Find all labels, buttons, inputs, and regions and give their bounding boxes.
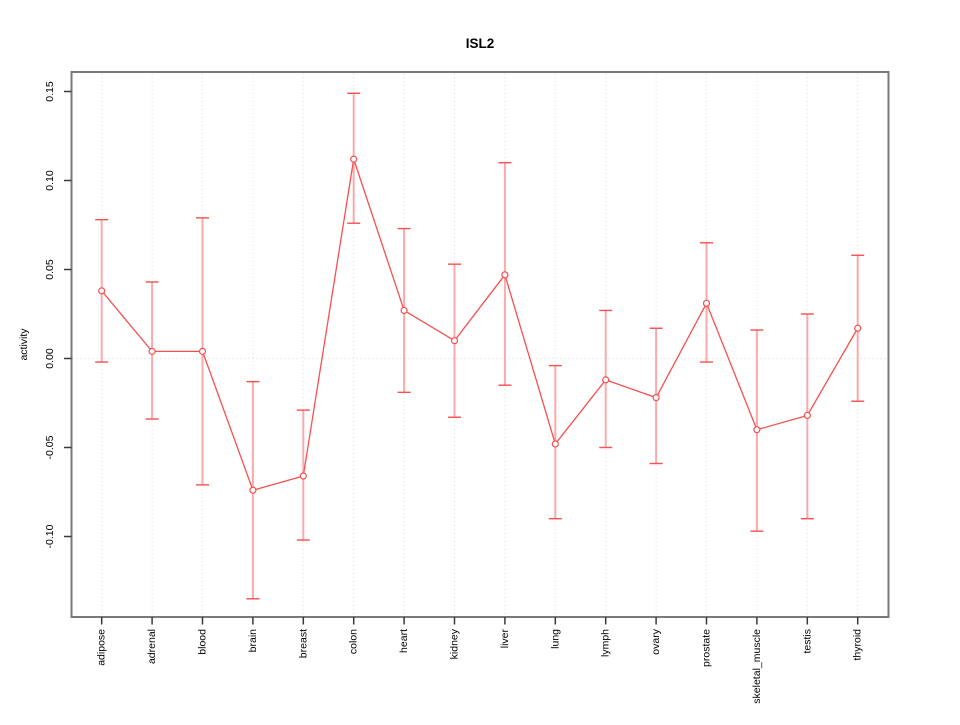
chart-title: ISL2 [466, 36, 495, 51]
y-tick-label: -0.10 [44, 524, 56, 548]
data-point-marker [198, 347, 207, 355]
data-point-marker [98, 287, 106, 295]
x-tick-label: lung [549, 629, 561, 649]
y-axis-label: activity [18, 328, 30, 361]
data-point-marker [299, 472, 307, 480]
y-tick-label: 0.10 [44, 170, 56, 191]
y-tick-label: -0.05 [44, 435, 56, 459]
series-line [101, 158, 859, 492]
data-point-marker [148, 347, 156, 355]
data-point-marker [602, 376, 610, 384]
x-tick-label: heart [398, 629, 410, 653]
data-point-marker [501, 271, 509, 279]
data-marks-layer [95, 92, 865, 600]
x-tick-label: skeletal_muscle [751, 629, 763, 704]
x-tick-label: prostate [701, 629, 713, 667]
x-tick-label: ovary [650, 628, 662, 654]
x-tick-label: brain [247, 629, 259, 653]
data-point-marker [753, 426, 761, 434]
x-tick-label: adipose [96, 629, 108, 666]
x-tick-label: testis [801, 629, 813, 654]
x-tick-label: kidney [449, 628, 461, 659]
data-point-marker [350, 155, 358, 163]
gridlines-layer [72, 73, 888, 616]
axes-layer: -0.10 -0.05 0.00 0.05 0.10 0.15 adipose adrenal… [44, 71, 890, 704]
data-point-marker [450, 337, 459, 345]
x-tick-label: colon [348, 629, 360, 654]
data-point-marker [702, 299, 711, 307]
data-point-marker [400, 306, 408, 315]
data-point-marker [551, 440, 559, 448]
x-tick-label: thyroid [852, 629, 864, 661]
plot-border [70, 71, 890, 618]
data-point-marker [854, 324, 862, 332]
data-point-marker [249, 486, 257, 494]
data-point-marker [652, 394, 660, 402]
x-tick-label: adrenal [146, 629, 158, 664]
data-point-marker [803, 411, 811, 420]
x-tick-label: blood [197, 629, 209, 655]
y-tick-label: 0.00 [44, 348, 56, 369]
y-tick-label: 0.15 [44, 81, 56, 102]
x-tick-label: liver [499, 629, 511, 649]
x-tick-label: lymph [600, 629, 612, 657]
x-tick-label: breast [297, 629, 309, 658]
y-tick-label: 0.05 [44, 259, 56, 280]
